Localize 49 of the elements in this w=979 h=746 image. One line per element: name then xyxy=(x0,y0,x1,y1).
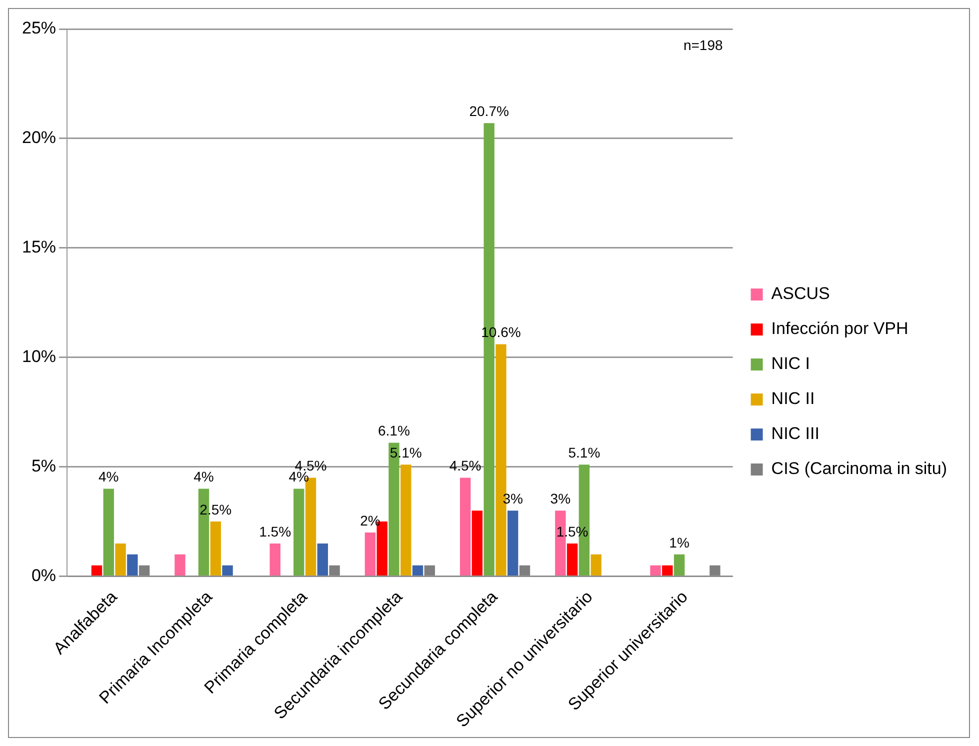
bar xyxy=(364,532,376,576)
bar xyxy=(91,565,102,576)
legend-label: Infección por VPH xyxy=(771,319,908,338)
bar xyxy=(508,510,518,576)
bar xyxy=(650,565,661,576)
data-label: 4.5% xyxy=(449,458,482,474)
y-tick-label: 25% xyxy=(22,18,56,38)
annotation: n=198 xyxy=(683,36,723,53)
bar xyxy=(222,565,233,576)
bar xyxy=(210,522,221,576)
bar xyxy=(424,565,435,576)
bar xyxy=(317,543,328,576)
bar xyxy=(472,510,483,576)
legend-label: ASCUS xyxy=(771,284,830,304)
data-label: 5.1% xyxy=(568,444,600,460)
bar xyxy=(294,488,304,576)
bar xyxy=(460,478,471,576)
legend-label: NIC III xyxy=(771,424,820,444)
bar xyxy=(710,565,720,576)
bar xyxy=(662,565,673,576)
y-tick-label: 5% xyxy=(31,456,56,476)
data-label: 1% xyxy=(669,534,690,550)
bar xyxy=(519,565,530,576)
bar xyxy=(174,554,186,576)
bar xyxy=(127,554,138,576)
y-tick-label: 10% xyxy=(22,347,56,366)
bar xyxy=(138,565,150,576)
legend-label: NIC I xyxy=(771,354,810,374)
bar xyxy=(329,565,340,576)
bar xyxy=(103,488,114,576)
y-tick-label: 20% xyxy=(22,128,56,148)
bar xyxy=(566,543,578,576)
bar xyxy=(674,554,685,576)
data-label: 1.5% xyxy=(259,523,292,540)
legend-label: NIC II xyxy=(771,389,815,408)
data-label: 4% xyxy=(98,468,119,485)
bar xyxy=(270,543,280,576)
data-label: 4% xyxy=(194,468,214,485)
y-tick-label: 15% xyxy=(22,238,56,257)
legend-label: CIS (Carcinoma in situ) xyxy=(771,459,948,478)
y-tick-label: 0% xyxy=(31,566,56,585)
bar xyxy=(412,565,424,576)
data-label: 3% xyxy=(550,490,571,506)
data-label: 2% xyxy=(360,512,380,528)
data-label: 6.1% xyxy=(378,422,410,439)
bar xyxy=(590,554,602,576)
bar xyxy=(115,543,126,576)
bar xyxy=(400,464,412,576)
data-label: 20.7% xyxy=(469,102,509,119)
